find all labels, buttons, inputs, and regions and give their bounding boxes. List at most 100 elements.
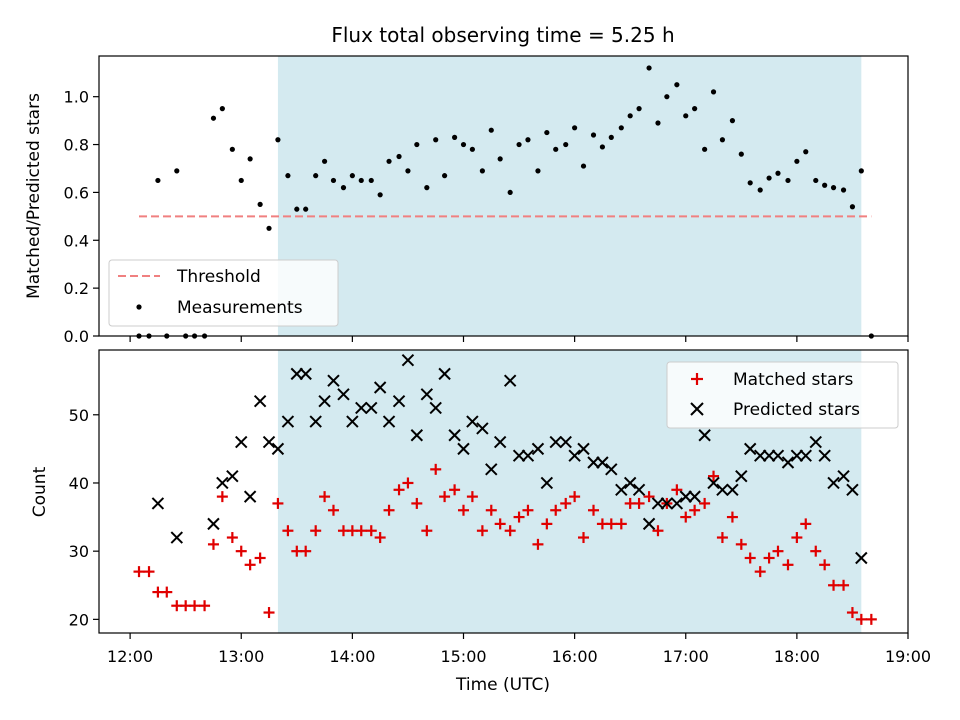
y-tick-label: 20	[69, 610, 89, 629]
matched-star-point	[383, 504, 395, 516]
predicted-star-point	[503, 374, 517, 387]
measurement-point	[229, 146, 235, 152]
measurement-point	[266, 225, 272, 231]
measurement-point	[757, 187, 763, 193]
predicted-star-point	[457, 442, 470, 456]
matched-star-point	[439, 491, 451, 503]
matched-star-point	[522, 504, 534, 516]
matched-star-point	[199, 600, 211, 612]
top-y-axis: 0.0 0.2 0.4 0.6 0.8 1.0	[64, 88, 99, 346]
predicted-star-point	[799, 449, 812, 462]
measurement-point	[729, 118, 736, 124]
top-legend-box	[108, 259, 339, 327]
predicted-star-point	[207, 517, 220, 531]
matched-star-point	[791, 532, 803, 544]
measurement-point	[692, 106, 698, 112]
matched-star-point	[207, 538, 219, 550]
measurement-point	[535, 168, 541, 174]
measurement-point	[340, 185, 347, 191]
predicted-star-point	[743, 442, 757, 456]
matched-star-point	[855, 613, 867, 625]
predicted-stars-series	[151, 354, 868, 565]
bottom-y-axis: 20 30 40 50	[69, 406, 99, 629]
matched-star-point	[772, 545, 784, 557]
predicted-star-point	[559, 435, 572, 449]
matched-star-point	[588, 504, 600, 516]
legend-matched-label: Matched stars	[733, 370, 853, 390]
predicted-star-point	[281, 415, 295, 428]
measurement-point	[460, 141, 467, 148]
predicted-star-point	[410, 429, 424, 442]
predicted-star-point	[596, 456, 609, 469]
matched-star-point	[504, 525, 516, 537]
predicted-star-point	[438, 367, 451, 381]
x-tick-label: 17:00	[663, 647, 709, 666]
predicted-star-point	[327, 374, 340, 387]
matched-star-point	[254, 552, 266, 564]
predicted-star-point	[170, 531, 183, 544]
measurement-point	[766, 175, 772, 181]
top-legend: Threshold Measurements	[108, 259, 339, 327]
matched-star-point	[560, 497, 572, 509]
predicted-star-point	[493, 435, 507, 449]
predicted-star-point	[827, 476, 840, 490]
matched-stars-series	[133, 463, 877, 625]
measurement-point	[219, 106, 225, 112]
predicted-star-point	[726, 483, 739, 497]
bottom-y-axis-label: Count	[30, 466, 50, 517]
measurement-point	[294, 206, 300, 212]
predicted-star-point	[466, 415, 479, 428]
measurement-point	[683, 113, 689, 119]
predicted-star-point	[698, 429, 711, 442]
predicted-star-point	[716, 483, 729, 497]
predicted-star-point	[346, 415, 359, 428]
matched-star-point	[457, 504, 469, 516]
legend-predicted-swatch	[690, 402, 704, 416]
matched-star-point	[689, 504, 701, 516]
matched-star-point	[726, 511, 738, 523]
y-tick-label: 50	[69, 406, 89, 425]
measurement-point	[618, 125, 624, 131]
matched-star-point	[143, 566, 155, 578]
predicted-star-point	[762, 449, 776, 462]
measurement-point	[155, 177, 161, 184]
measurement-point	[238, 177, 244, 184]
measurement-point	[313, 173, 319, 179]
matched-star-point	[430, 463, 442, 475]
matched-star-point	[449, 484, 461, 496]
measurement-point	[785, 177, 791, 184]
measurement-point	[488, 127, 494, 133]
measurement-point	[822, 182, 828, 188]
measurement-point	[794, 158, 800, 164]
predicted-star-point	[373, 381, 387, 394]
predicted-star-point	[790, 449, 804, 462]
measurement-point	[803, 149, 809, 155]
measurement-point	[377, 192, 383, 198]
matched-star-point	[846, 607, 858, 619]
predicted-star-point	[365, 401, 378, 415]
predicted-star-point	[642, 517, 656, 531]
matched-star-point	[300, 545, 312, 557]
predicted-star-point	[735, 469, 748, 483]
predicted-star-point	[587, 456, 600, 469]
predicted-star-point	[226, 469, 239, 483]
predicted-star-point	[392, 394, 406, 408]
matched-star-point	[652, 525, 664, 537]
measurement-point	[572, 125, 578, 131]
matched-star-point	[735, 538, 747, 550]
top-x-axis	[129, 336, 909, 342]
measurement-point	[497, 156, 503, 162]
measurement-point	[710, 89, 717, 95]
matched-star-point	[355, 525, 367, 537]
predicted-star-point	[837, 469, 850, 483]
matched-star-point	[782, 559, 794, 571]
predicted-star-point	[429, 401, 442, 415]
predicted-star-point	[623, 476, 637, 490]
matched-star-point	[532, 538, 544, 550]
measurement-point	[702, 146, 708, 152]
predicted-star-point	[309, 415, 322, 428]
matched-star-point	[819, 559, 831, 571]
matched-star-point	[319, 491, 331, 503]
predicted-star-point	[271, 442, 285, 456]
